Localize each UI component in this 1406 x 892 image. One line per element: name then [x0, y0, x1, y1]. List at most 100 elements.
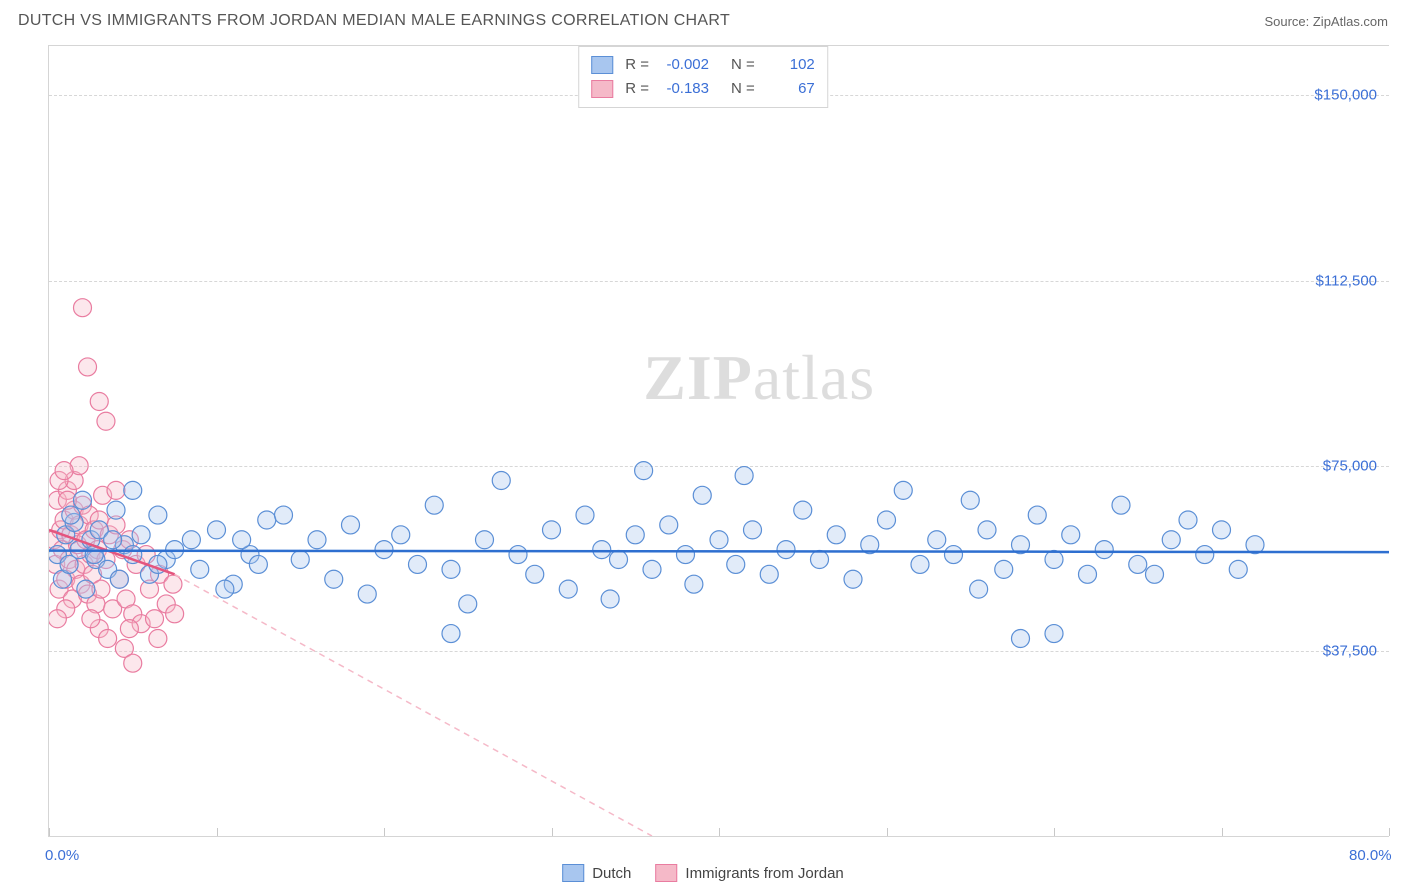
data-point — [509, 546, 527, 564]
series-swatch — [562, 864, 584, 882]
data-point — [166, 605, 184, 623]
data-point — [358, 585, 376, 603]
data-point — [216, 580, 234, 598]
data-point — [827, 526, 845, 544]
data-point — [1162, 531, 1180, 549]
series-swatch — [655, 864, 677, 882]
legend-item: Immigrants from Jordan — [655, 864, 843, 882]
data-point — [149, 630, 167, 648]
data-point — [593, 541, 611, 559]
data-point — [844, 570, 862, 588]
data-point — [476, 531, 494, 549]
data-point — [120, 620, 138, 638]
data-point — [55, 462, 73, 480]
data-point — [626, 526, 644, 544]
data-point — [1112, 496, 1130, 514]
data-point — [543, 521, 561, 539]
data-point — [601, 590, 619, 608]
data-point — [49, 610, 66, 628]
data-point — [82, 610, 100, 628]
x-tick-label: 0.0% — [45, 847, 79, 864]
data-point — [291, 551, 309, 569]
legend-label: Immigrants from Jordan — [685, 865, 843, 882]
data-point — [1095, 541, 1113, 559]
legend-stat-row: R =-0.183N =67 — [591, 77, 815, 101]
data-point — [1229, 560, 1247, 578]
data-point — [77, 580, 95, 598]
data-point — [777, 541, 795, 559]
data-point — [1213, 521, 1231, 539]
data-point — [1028, 506, 1046, 524]
data-point — [660, 516, 678, 534]
data-point — [610, 551, 628, 569]
stat-r-label: R = — [625, 53, 649, 77]
scatter-svg — [49, 46, 1389, 836]
data-point — [878, 511, 896, 529]
data-point — [1146, 565, 1164, 583]
data-point — [1179, 511, 1197, 529]
data-point — [442, 625, 460, 643]
data-point — [164, 575, 182, 593]
data-point — [208, 521, 226, 539]
data-point — [258, 511, 276, 529]
data-point — [146, 610, 164, 628]
x-tick-label: 80.0% — [1349, 847, 1392, 864]
data-point — [492, 472, 510, 490]
data-point — [90, 393, 108, 411]
data-point — [74, 491, 92, 509]
data-point — [794, 501, 812, 519]
source-attribution: Source: ZipAtlas.com — [1264, 14, 1388, 29]
legend-label: Dutch — [592, 865, 631, 882]
data-point — [275, 506, 293, 524]
chart-title: DUTCH VS IMMIGRANTS FROM JORDAN MEDIAN M… — [18, 12, 730, 30]
stat-n-value: 102 — [763, 53, 815, 77]
data-point — [1012, 630, 1030, 648]
data-point — [124, 654, 142, 672]
data-point — [1045, 625, 1063, 643]
data-point — [425, 496, 443, 514]
data-point — [945, 546, 963, 564]
stat-n-label: N = — [731, 77, 755, 101]
data-point — [928, 531, 946, 549]
data-point — [995, 560, 1013, 578]
legend-item: Dutch — [562, 864, 631, 882]
data-point — [392, 526, 410, 544]
data-point — [978, 521, 996, 539]
data-point — [911, 555, 929, 573]
data-point — [191, 560, 209, 578]
data-point — [693, 486, 711, 504]
data-point — [459, 595, 477, 613]
data-point — [811, 551, 829, 569]
data-point — [894, 481, 912, 499]
data-point — [970, 580, 988, 598]
data-point — [124, 481, 142, 499]
data-point — [760, 565, 778, 583]
data-point — [961, 491, 979, 509]
source-label: Source: — [1264, 14, 1312, 29]
series-swatch — [591, 80, 613, 98]
data-point — [79, 358, 97, 376]
data-point — [233, 531, 251, 549]
data-point — [308, 531, 326, 549]
chart-plot-area: ZIPatlas $37,500$75,000$112,500$150,0000… — [48, 45, 1389, 837]
data-point — [744, 521, 762, 539]
series-legend: Dutch Immigrants from Jordan — [562, 864, 844, 882]
data-point — [325, 570, 343, 588]
data-point — [249, 555, 267, 573]
data-point — [635, 462, 653, 480]
data-point — [685, 575, 703, 593]
legend-stat-row: R =-0.002N =102 — [591, 53, 815, 77]
stat-r-label: R = — [625, 77, 649, 101]
data-point — [710, 531, 728, 549]
data-point — [735, 467, 753, 485]
data-point — [643, 560, 661, 578]
data-point — [97, 412, 115, 430]
data-point — [99, 630, 117, 648]
data-point — [74, 299, 92, 317]
data-point — [107, 481, 125, 499]
chart-header: DUTCH VS IMMIGRANTS FROM JORDAN MEDIAN M… — [18, 12, 1388, 30]
trend-line-extension — [175, 574, 652, 836]
correlation-legend: R = -0.002 N = 102R =-0.183N =67 — [578, 46, 828, 108]
stat-r-value: -0.002 — [657, 53, 709, 77]
data-point — [132, 526, 150, 544]
